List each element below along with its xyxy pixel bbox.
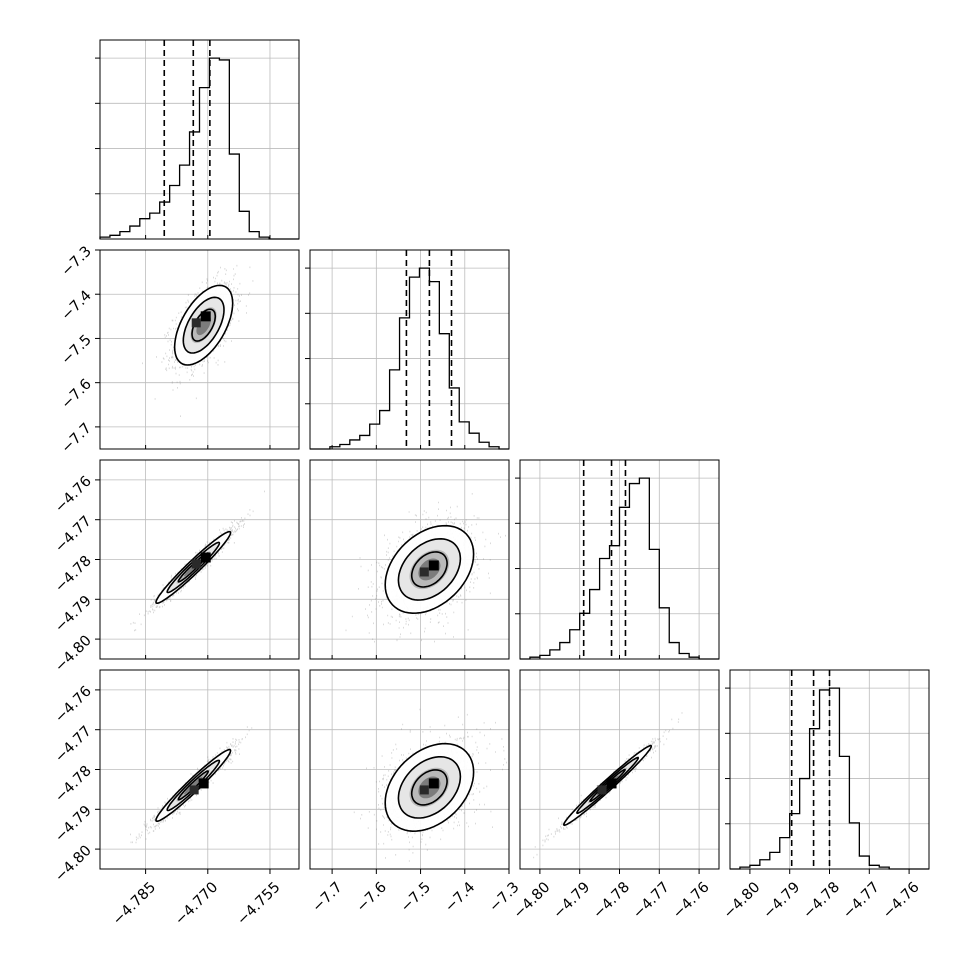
x-tick-label: −4.76	[880, 879, 923, 922]
x-tick-label: −4.79	[761, 879, 804, 922]
panel-frame	[99, 249, 300, 450]
y-tick-label: −4.78	[52, 763, 95, 806]
panel-frame	[309, 249, 510, 450]
scatter-points	[130, 490, 265, 632]
x-tick-label: −4.785	[110, 879, 159, 928]
contour-inner	[410, 551, 448, 588]
y-tick-label: −4.78	[52, 553, 95, 596]
y-tick-label: −4.79	[52, 803, 95, 846]
contour-middle	[397, 756, 462, 819]
scatter-points	[345, 493, 506, 643]
pair-panel-2-0	[99, 459, 300, 660]
x-tick-label: −7.7	[310, 879, 346, 915]
y-tick-label: −7.6	[59, 376, 95, 412]
density-peak	[200, 311, 211, 322]
scatter-points	[142, 264, 254, 417]
density-peak-neighbor	[191, 559, 201, 569]
scatter-points	[130, 726, 253, 844]
panel-frame	[309, 459, 510, 660]
density-peak-neighbor	[597, 785, 607, 795]
y-tick-label: −7.3	[59, 244, 95, 280]
density-peak-neighbor	[191, 318, 201, 328]
x-tick-label: −4.78	[590, 879, 633, 922]
hist-panel-0	[95, 39, 300, 240]
density-peak	[198, 778, 209, 789]
y-tick-label: −4.76	[52, 473, 95, 516]
x-tick-label: −4.79	[551, 879, 594, 922]
pair-panel-3-2	[519, 669, 720, 870]
pair-panel-3-1	[309, 669, 510, 870]
contour-middle	[576, 756, 640, 815]
x-tick-label: −7.6	[354, 879, 390, 915]
histogram-3	[730, 687, 929, 870]
density-peak	[428, 560, 439, 571]
contour-middle	[182, 296, 225, 354]
density-peak-neighbor	[189, 785, 199, 795]
contour-inner	[191, 308, 217, 342]
contour-outer	[173, 284, 234, 366]
contour-middle	[397, 537, 462, 601]
density-peak	[200, 552, 211, 563]
panel-background	[100, 40, 299, 239]
pair-panel-3-0	[99, 669, 300, 870]
panel-frame	[99, 39, 300, 240]
contour-outer	[155, 748, 232, 822]
x-tick-label: −7.4	[442, 879, 478, 915]
hist-panel-1	[305, 249, 510, 450]
panel-frame	[309, 669, 510, 870]
x-tick-label: −4.77	[840, 879, 883, 922]
y-tick-label: −7.5	[59, 332, 95, 368]
density-peak-neighbor	[419, 567, 429, 577]
y-tick-label: −4.77	[52, 513, 95, 556]
histogram-1	[310, 267, 509, 450]
contour-inner	[410, 769, 448, 806]
scatter-points	[533, 712, 683, 859]
histogram-2	[520, 477, 719, 660]
x-tick-label: −4.76	[670, 879, 713, 922]
contour-outer	[562, 744, 653, 827]
y-tick-label: −7.4	[59, 288, 95, 324]
x-tick-label: −4.78	[800, 879, 843, 922]
y-tick-label: −4.80	[52, 633, 95, 676]
x-tick-label: −4.80	[721, 879, 764, 922]
density-peak	[428, 778, 439, 789]
y-tick-label: −4.76	[52, 683, 95, 726]
contour-outer	[384, 742, 475, 833]
x-tick-label: −4.770	[172, 879, 221, 928]
pair-panel-2-1	[309, 459, 510, 660]
y-tick-label: −7.7	[59, 420, 95, 456]
hist-panel-3	[725, 669, 930, 870]
x-tick-label: −7.5	[398, 879, 434, 915]
y-tick-label: −4.79	[52, 593, 95, 636]
hist-panel-2	[515, 459, 720, 660]
x-tick-label: −4.77	[630, 879, 673, 922]
pair-panel-1-0	[99, 249, 300, 450]
scatter-points	[353, 708, 507, 862]
contour-outer	[155, 530, 232, 604]
y-tick-label: −4.80	[52, 843, 95, 886]
density-peak-neighbor	[419, 785, 429, 795]
x-tick-label: −4.755	[234, 879, 283, 928]
histogram-0	[99, 57, 299, 240]
y-tick-label: −4.77	[52, 723, 95, 766]
contour-outer	[384, 524, 475, 615]
density-peak	[606, 778, 617, 789]
